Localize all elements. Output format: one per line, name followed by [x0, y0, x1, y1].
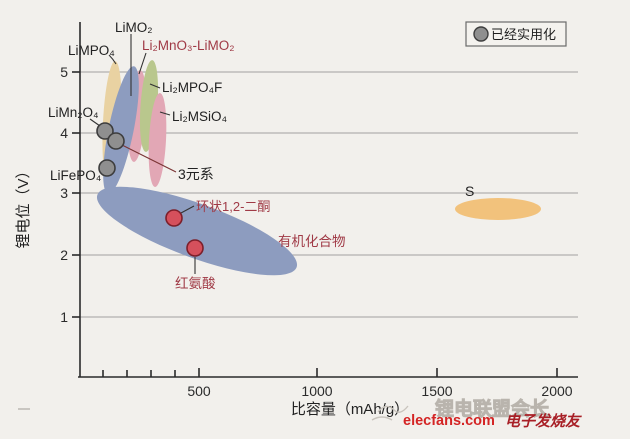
label-li2mpo4f: Li₂MPO₄F: [162, 80, 222, 95]
label-organic: 有机化合物: [278, 234, 346, 249]
x-axis-title: 比容量（mAh/g）: [291, 401, 409, 418]
legend-label: 已经实用化: [491, 27, 556, 42]
x-tick-label-1000: 1000: [301, 383, 332, 399]
label-li2msio4: Li₂MSiO₄: [172, 109, 227, 124]
tick-labels: 5 4 3 2 1 500 1000 1500 2000: [60, 64, 573, 399]
y-tick-label-2: 2: [60, 247, 68, 263]
watermark-brand-cn: 电子发烧友: [505, 413, 582, 430]
point-cyclic-diketone: [165, 209, 183, 227]
legend-practical-marker-icon: [473, 26, 489, 42]
legend: 已经实用化: [465, 21, 567, 47]
label-li2mno3-limo2: Li₂MnO₃-LiMO₂: [142, 38, 235, 53]
y-tick-label-3: 3: [60, 185, 68, 201]
point-red-aminic-acid: [186, 239, 204, 257]
leader-limn2o4: [89, 118, 101, 127]
material-regions: [96, 60, 541, 276]
watermark-brand: elecfans.com: [403, 413, 495, 429]
x-tick-label-500: 500: [187, 383, 211, 399]
material-labels: LiMPO₄ LiMO₂ Li₂MnO₃-LiMO₂ Li₂MPO₄F Li₂M…: [48, 20, 474, 291]
leader-li2mno3: [138, 52, 147, 75]
leader-limpo4: [108, 54, 117, 65]
label-limpo4: LiMPO₄: [68, 43, 115, 58]
x-tick-label-1500: 1500: [421, 383, 452, 399]
y-axis-title: 锂电位（V）: [15, 163, 32, 248]
region-sulfur: [455, 198, 541, 220]
leader-li2mpo4f: [149, 83, 161, 89]
axes: [72, 22, 578, 378]
watermark: 锂电联盟会长 elecfans.com 电子发烧友: [371, 397, 582, 430]
region-li2msio4: [148, 93, 167, 187]
leader-lines: [89, 34, 196, 274]
x-tick-label-2000: 2000: [541, 383, 572, 399]
leader-li2msio4: [159, 111, 171, 116]
y-tick-label-4: 4: [60, 125, 68, 141]
watermark-scribble-icon: [371, 405, 409, 421]
label-cyclic-diketone: 环状1,2-二酮: [196, 199, 270, 214]
point-lifepo4: [98, 159, 116, 177]
label-lifepo4: LiFePO₄: [50, 168, 101, 183]
region-organic-compounds: [96, 186, 298, 276]
label-red-aminic-acid: 红氨酸: [175, 276, 216, 291]
y-tick-label-5: 5: [60, 64, 68, 80]
data-points: [96, 122, 204, 257]
label-ternary: 3元系: [178, 166, 214, 182]
watermark-outline-text: 锂电联盟会长: [435, 397, 550, 420]
leader-cyclic-diketone: [180, 205, 195, 214]
point-ternary: [107, 132, 125, 150]
label-sulfur: S: [465, 183, 474, 199]
point-limn2o4: [96, 122, 114, 140]
y-tick-label-1: 1: [60, 309, 68, 325]
label-limo2: LiMO₂: [115, 20, 153, 35]
leader-ternary: [121, 144, 177, 173]
label-limn2o4: LiMn₂O₄: [48, 105, 99, 120]
